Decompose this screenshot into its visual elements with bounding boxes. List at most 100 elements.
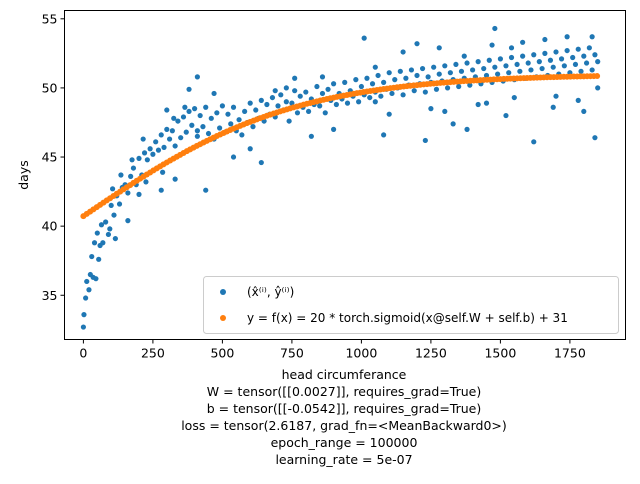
- legend: (x̂⁽ⁱ⁾, ŷ⁽ⁱ⁾) y = f(x) = 20 * torch.sigm…: [203, 276, 619, 334]
- data-point: [144, 157, 150, 163]
- legend-marker-data: [220, 289, 226, 295]
- data-point: [183, 129, 189, 135]
- data-point: [353, 77, 359, 83]
- y-tick-label: 45: [42, 150, 58, 165]
- data-point: [84, 278, 90, 285]
- data-point: [143, 179, 149, 185]
- data-point: [211, 90, 217, 97]
- data-point: [444, 85, 451, 91]
- data-point: [475, 101, 481, 108]
- x-tick-label: 1750: [554, 346, 586, 361]
- data-point: [93, 276, 99, 282]
- y-tick-label: 35: [42, 288, 58, 303]
- data-point: [458, 68, 465, 74]
- data-point: [278, 92, 284, 98]
- data-point: [130, 165, 137, 171]
- data-point: [250, 124, 256, 130]
- y-tick-label: 50: [42, 80, 58, 95]
- data-point: [108, 202, 114, 209]
- data-point: [372, 64, 378, 70]
- legend-box: [203, 276, 619, 334]
- data-point: [553, 49, 559, 55]
- data-point: [372, 99, 378, 105]
- data-point: [253, 107, 259, 113]
- data-point: [155, 147, 162, 153]
- data-point: [258, 159, 264, 166]
- data-point: [150, 151, 156, 157]
- data-point: [81, 312, 87, 318]
- data-point: [264, 101, 270, 108]
- data-point: [219, 103, 225, 109]
- data-point: [158, 132, 164, 138]
- data-point: [194, 74, 200, 80]
- data-point: [305, 108, 312, 115]
- data-point: [230, 154, 237, 160]
- data-point: [125, 190, 131, 196]
- data-point: [205, 130, 212, 137]
- data-point: [511, 94, 517, 101]
- data-point: [125, 218, 131, 224]
- y-tick-label: 40: [42, 219, 58, 234]
- data-point: [297, 93, 303, 99]
- data-point: [107, 226, 113, 232]
- data-point: [550, 104, 556, 110]
- data-point: [411, 88, 417, 94]
- data-point: [272, 88, 278, 94]
- data-point: [236, 117, 242, 123]
- data-point: [483, 72, 490, 79]
- data-point: [192, 106, 198, 112]
- data-point: [203, 104, 209, 110]
- data-point: [447, 70, 453, 76]
- data-point: [356, 99, 362, 105]
- data-point: [200, 124, 206, 130]
- data-point: [158, 187, 164, 193]
- data-point: [182, 104, 188, 110]
- data-point: [520, 53, 526, 59]
- data-point: [136, 155, 142, 162]
- data-point: [103, 219, 109, 225]
- data-point: [553, 93, 559, 99]
- data-point: [592, 52, 598, 58]
- x-tick-label: 750: [280, 346, 304, 361]
- data-point: [419, 65, 426, 72]
- data-point: [503, 63, 509, 69]
- data-point: [89, 253, 95, 260]
- data-point: [319, 74, 326, 80]
- data-point: [572, 61, 579, 68]
- model-point: [594, 73, 601, 80]
- data-point: [358, 83, 364, 90]
- x-tick-label: 1250: [415, 346, 447, 361]
- data-point: [98, 222, 105, 228]
- x-tick-label: 0: [79, 346, 87, 361]
- data-point: [172, 176, 178, 182]
- data-point: [180, 114, 187, 120]
- data-point: [228, 121, 234, 127]
- data-point: [492, 25, 498, 32]
- data-point: [503, 112, 509, 119]
- data-point: [542, 36, 548, 43]
- data-point: [171, 115, 177, 121]
- data-point: [542, 50, 548, 56]
- data-point: [536, 59, 542, 65]
- legend-label-data: (x̂⁽ⁱ⁾, ŷ⁽ⁱ⁾): [247, 285, 294, 299]
- data-point: [322, 110, 328, 116]
- data-point: [319, 90, 326, 97]
- data-point: [403, 75, 409, 81]
- data-point: [583, 60, 590, 66]
- data-point: [361, 35, 367, 41]
- data-point: [531, 139, 537, 145]
- data-point: [508, 45, 515, 51]
- caption-line-epoch-range: epoch_range = 100000: [271, 435, 418, 450]
- data-point: [531, 52, 537, 58]
- data-point: [528, 67, 534, 73]
- data-point: [275, 103, 281, 109]
- data-point: [153, 139, 159, 145]
- data-point: [425, 74, 431, 80]
- data-point: [456, 83, 462, 90]
- data-point: [242, 108, 248, 115]
- data-point: [172, 143, 178, 149]
- data-point: [483, 100, 490, 106]
- data-point: [550, 64, 556, 70]
- data-point: [129, 157, 135, 163]
